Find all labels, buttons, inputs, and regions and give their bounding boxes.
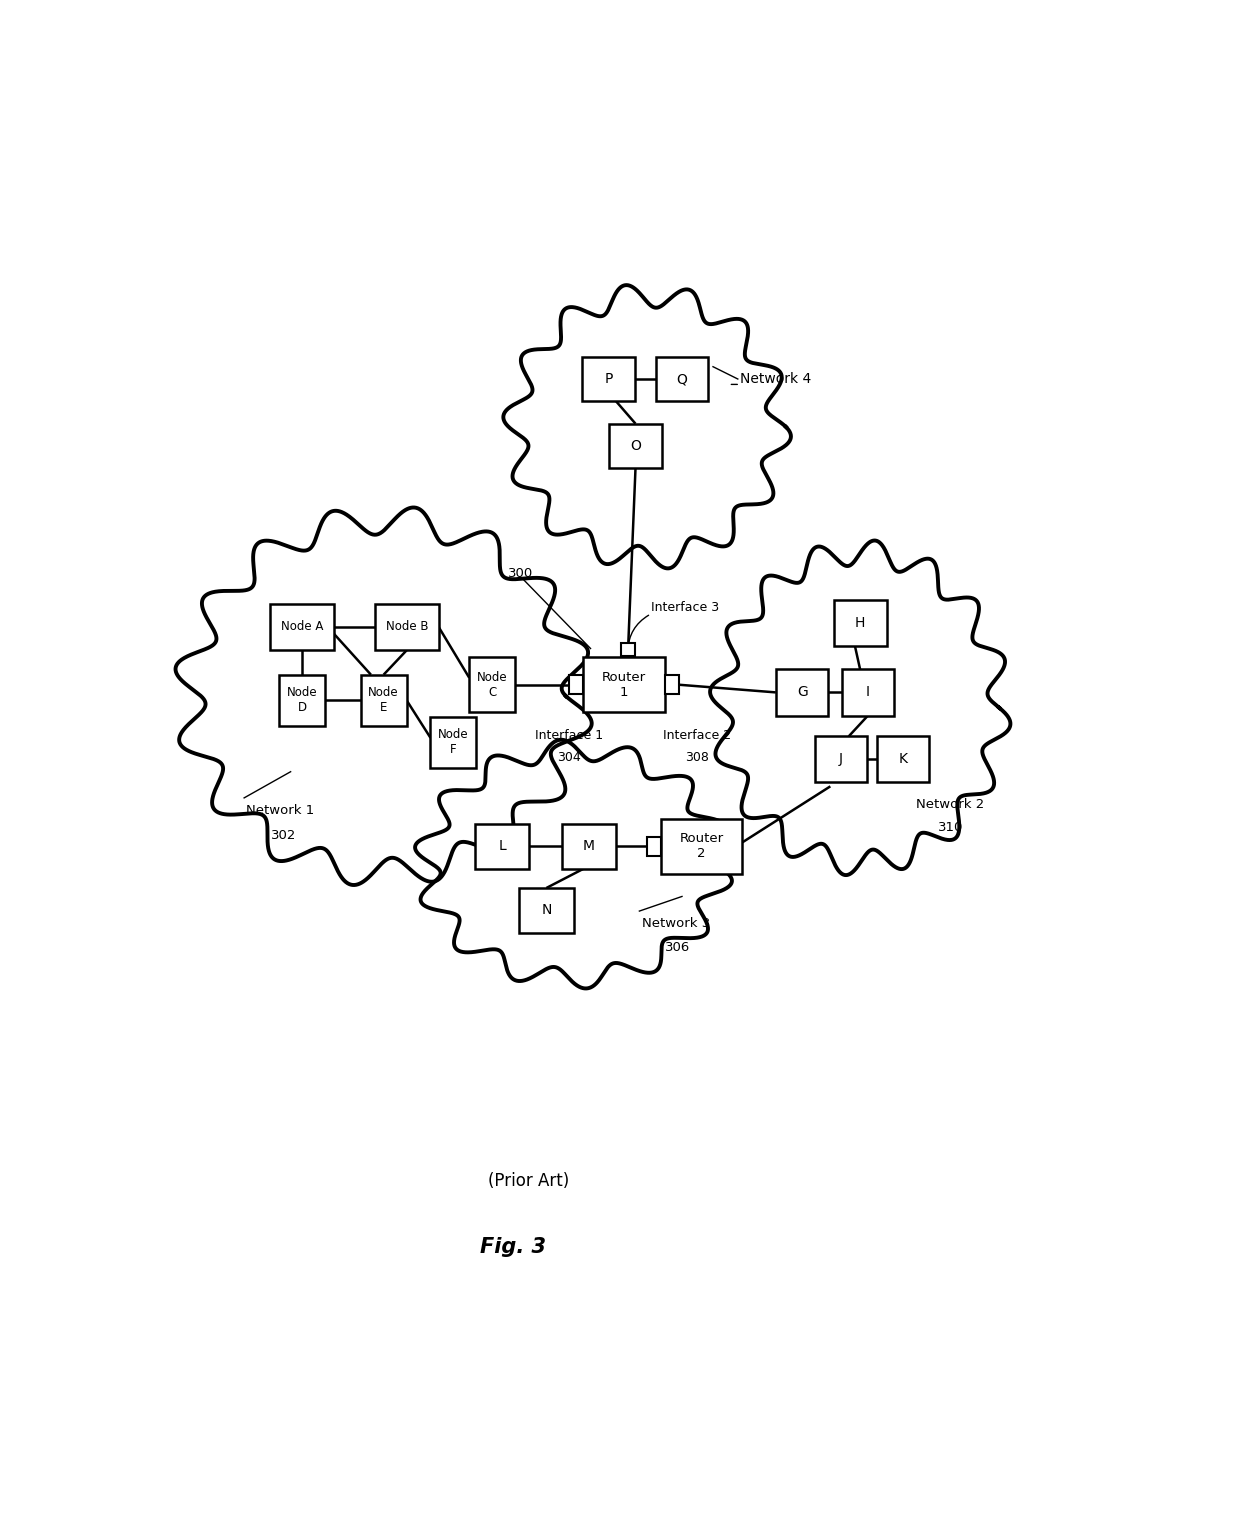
Text: Network 4: Network 4: [740, 371, 811, 385]
Text: Node A: Node A: [281, 620, 324, 634]
Text: N: N: [541, 903, 552, 918]
FancyBboxPatch shape: [569, 675, 583, 694]
Text: (Prior Art): (Prior Art): [489, 1173, 569, 1190]
FancyBboxPatch shape: [665, 675, 678, 694]
FancyBboxPatch shape: [361, 675, 407, 726]
Text: 304: 304: [557, 751, 582, 764]
Text: O: O: [630, 439, 641, 453]
FancyBboxPatch shape: [815, 737, 867, 783]
Text: Network 1: Network 1: [247, 804, 315, 817]
Text: Interface 3: Interface 3: [651, 602, 719, 614]
Text: G: G: [797, 686, 807, 700]
FancyBboxPatch shape: [583, 657, 665, 712]
Text: Router
1: Router 1: [601, 671, 646, 698]
FancyBboxPatch shape: [877, 737, 929, 783]
Text: L: L: [498, 840, 506, 853]
Text: Node B: Node B: [386, 620, 428, 634]
Text: Router
2: Router 2: [680, 832, 723, 861]
Polygon shape: [176, 508, 591, 886]
FancyBboxPatch shape: [430, 717, 476, 768]
Polygon shape: [503, 286, 791, 568]
Text: Interface 1: Interface 1: [536, 729, 604, 743]
FancyBboxPatch shape: [621, 643, 635, 655]
FancyBboxPatch shape: [562, 824, 616, 869]
Text: 302: 302: [272, 829, 296, 841]
FancyBboxPatch shape: [520, 887, 573, 933]
Text: 308: 308: [686, 751, 709, 764]
Text: H: H: [856, 616, 866, 629]
Text: I: I: [866, 686, 870, 700]
FancyBboxPatch shape: [469, 657, 515, 712]
FancyBboxPatch shape: [582, 356, 635, 401]
Text: 306: 306: [665, 941, 691, 955]
Text: Network 2: Network 2: [916, 798, 985, 810]
Text: Node
C: Node C: [477, 671, 507, 698]
FancyBboxPatch shape: [475, 824, 529, 869]
Text: 300: 300: [507, 566, 533, 580]
FancyBboxPatch shape: [661, 818, 742, 873]
Text: P: P: [604, 371, 613, 385]
FancyBboxPatch shape: [270, 603, 334, 649]
Text: Q: Q: [677, 371, 687, 385]
Text: K: K: [898, 752, 908, 766]
FancyBboxPatch shape: [609, 424, 662, 468]
Polygon shape: [415, 740, 732, 989]
Text: Interface 2: Interface 2: [663, 729, 732, 743]
FancyBboxPatch shape: [374, 603, 439, 649]
FancyBboxPatch shape: [656, 356, 708, 401]
Text: Node
F: Node F: [438, 729, 469, 757]
Polygon shape: [711, 540, 1011, 875]
Text: M: M: [583, 840, 595, 853]
Text: Network 3: Network 3: [642, 918, 711, 930]
Text: Fig. 3: Fig. 3: [481, 1237, 547, 1257]
Text: Node
D: Node D: [286, 686, 317, 714]
FancyBboxPatch shape: [842, 669, 894, 715]
FancyBboxPatch shape: [279, 675, 325, 726]
Text: Node
E: Node E: [368, 686, 399, 714]
Text: J: J: [839, 752, 843, 766]
Text: 310: 310: [937, 821, 963, 834]
FancyBboxPatch shape: [647, 837, 661, 857]
FancyBboxPatch shape: [833, 600, 887, 646]
FancyBboxPatch shape: [776, 669, 828, 715]
